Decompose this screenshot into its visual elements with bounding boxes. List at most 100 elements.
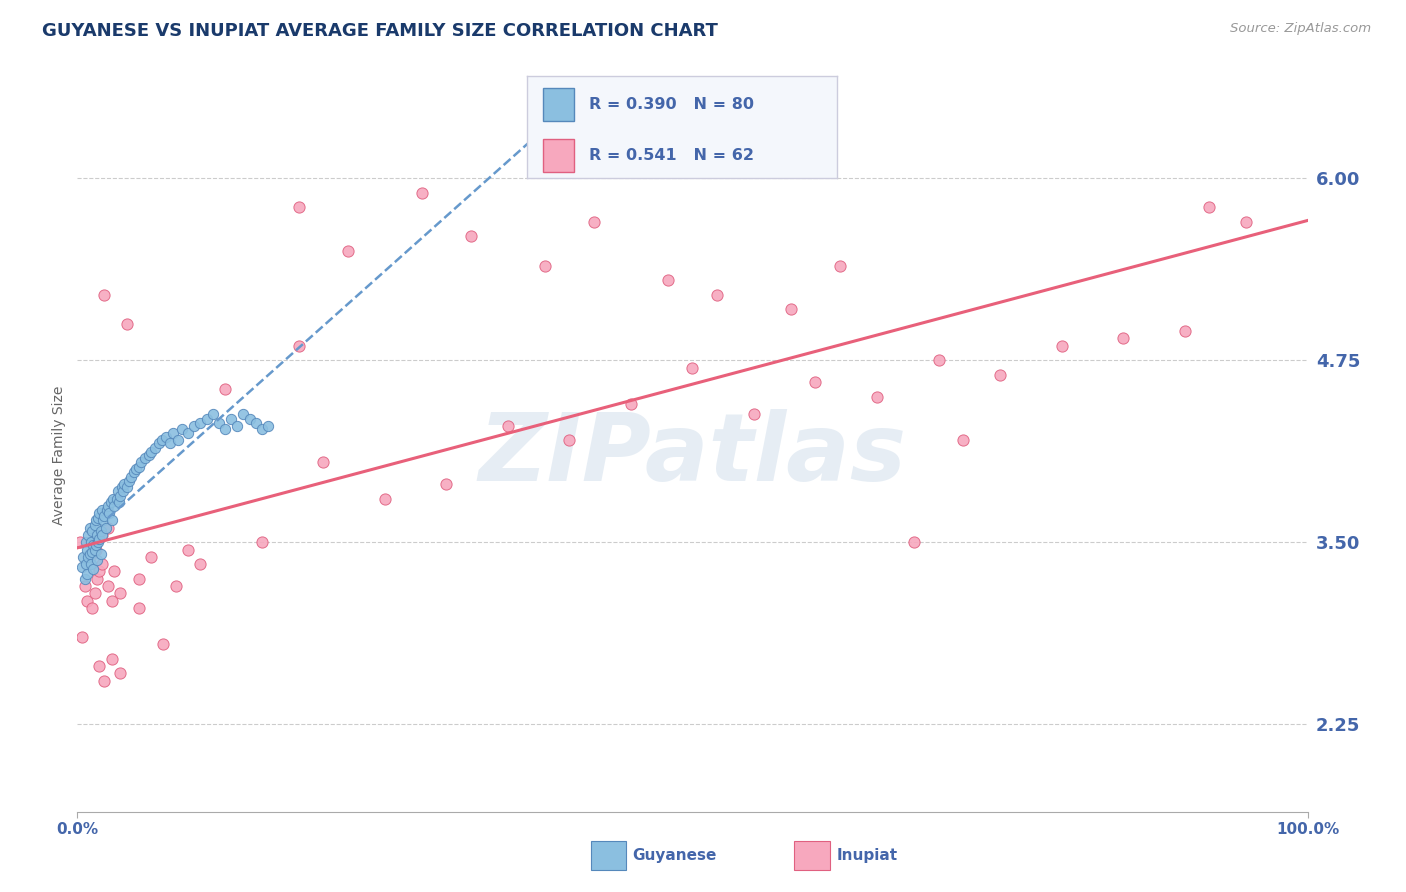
Point bbox=[79, 547, 101, 561]
Point bbox=[115, 480, 138, 494]
Point bbox=[159, 436, 181, 450]
Text: R = 0.390   N = 80: R = 0.390 N = 80 bbox=[589, 97, 754, 112]
Point bbox=[70, 630, 93, 644]
Point bbox=[208, 416, 231, 430]
Point bbox=[534, 259, 557, 273]
Point bbox=[82, 524, 104, 538]
Point bbox=[110, 666, 132, 681]
Point bbox=[460, 229, 482, 244]
Point bbox=[183, 418, 205, 433]
Point bbox=[103, 499, 125, 513]
Point bbox=[288, 200, 311, 214]
Point bbox=[141, 445, 163, 459]
Point bbox=[374, 491, 396, 506]
Point bbox=[155, 430, 177, 444]
Point bbox=[83, 542, 105, 557]
Point bbox=[70, 560, 93, 574]
Point bbox=[312, 455, 335, 469]
Point bbox=[77, 549, 100, 564]
Point bbox=[75, 557, 97, 571]
Point bbox=[73, 572, 96, 586]
Text: Inupiat: Inupiat bbox=[837, 848, 897, 863]
Point bbox=[87, 535, 110, 549]
Point bbox=[436, 477, 458, 491]
Point bbox=[682, 360, 704, 375]
Point bbox=[558, 434, 581, 448]
Point bbox=[239, 411, 262, 425]
Point bbox=[928, 353, 950, 368]
Point bbox=[93, 287, 115, 301]
Point bbox=[108, 494, 131, 508]
Point bbox=[87, 510, 110, 524]
Point bbox=[100, 494, 122, 508]
Point bbox=[69, 535, 91, 549]
Point bbox=[128, 459, 150, 474]
Point bbox=[90, 547, 112, 561]
Point bbox=[866, 390, 889, 404]
Point bbox=[94, 521, 117, 535]
Text: ZIPatlas: ZIPatlas bbox=[478, 409, 907, 501]
Point bbox=[780, 302, 803, 317]
Point bbox=[1234, 215, 1257, 229]
Point bbox=[86, 528, 108, 542]
FancyBboxPatch shape bbox=[543, 88, 574, 121]
Point bbox=[97, 499, 120, 513]
Text: GUYANESE VS INUPIAT AVERAGE FAMILY SIZE CORRELATION CHART: GUYANESE VS INUPIAT AVERAGE FAMILY SIZE … bbox=[42, 22, 718, 40]
Point bbox=[188, 557, 212, 571]
Y-axis label: Average Family Size: Average Family Size bbox=[52, 385, 66, 524]
Point bbox=[89, 565, 111, 579]
Point bbox=[111, 480, 132, 494]
Point bbox=[84, 513, 107, 527]
Point bbox=[257, 418, 280, 433]
Point bbox=[804, 375, 827, 389]
Point bbox=[82, 538, 104, 552]
Point bbox=[97, 579, 120, 593]
Point bbox=[226, 418, 249, 433]
Point bbox=[90, 524, 112, 538]
Point bbox=[89, 659, 111, 673]
Point bbox=[83, 586, 105, 600]
Point bbox=[82, 545, 104, 559]
Point bbox=[988, 368, 1011, 382]
Point bbox=[101, 593, 124, 607]
Point bbox=[214, 383, 236, 397]
Point bbox=[90, 503, 114, 517]
Point bbox=[245, 416, 267, 430]
Point bbox=[89, 533, 111, 547]
Point bbox=[80, 535, 103, 549]
Point bbox=[86, 553, 108, 567]
Point bbox=[115, 317, 138, 331]
Point bbox=[150, 434, 173, 448]
Point bbox=[219, 411, 242, 425]
Point bbox=[152, 637, 174, 651]
Point bbox=[121, 469, 143, 483]
Point bbox=[110, 586, 132, 600]
Point bbox=[79, 521, 101, 535]
Point bbox=[83, 517, 105, 532]
Point bbox=[129, 455, 153, 469]
Point bbox=[112, 477, 135, 491]
Point bbox=[111, 484, 134, 499]
Point bbox=[170, 422, 193, 436]
Point bbox=[1112, 331, 1135, 345]
Point bbox=[742, 407, 765, 421]
Point bbox=[288, 339, 311, 353]
Point bbox=[93, 673, 115, 688]
Point bbox=[1174, 324, 1197, 338]
Point bbox=[82, 600, 104, 615]
Point bbox=[162, 426, 184, 441]
Point bbox=[903, 535, 925, 549]
Point bbox=[90, 557, 114, 571]
Point bbox=[337, 244, 360, 258]
Point bbox=[84, 542, 107, 557]
Point bbox=[96, 503, 118, 517]
Point bbox=[75, 535, 97, 549]
Point bbox=[411, 186, 433, 200]
Point bbox=[97, 521, 120, 535]
Point bbox=[1050, 339, 1073, 353]
Point bbox=[188, 416, 212, 430]
Point bbox=[72, 549, 94, 564]
Point bbox=[90, 528, 114, 542]
Point bbox=[706, 287, 728, 301]
Point bbox=[138, 448, 160, 462]
